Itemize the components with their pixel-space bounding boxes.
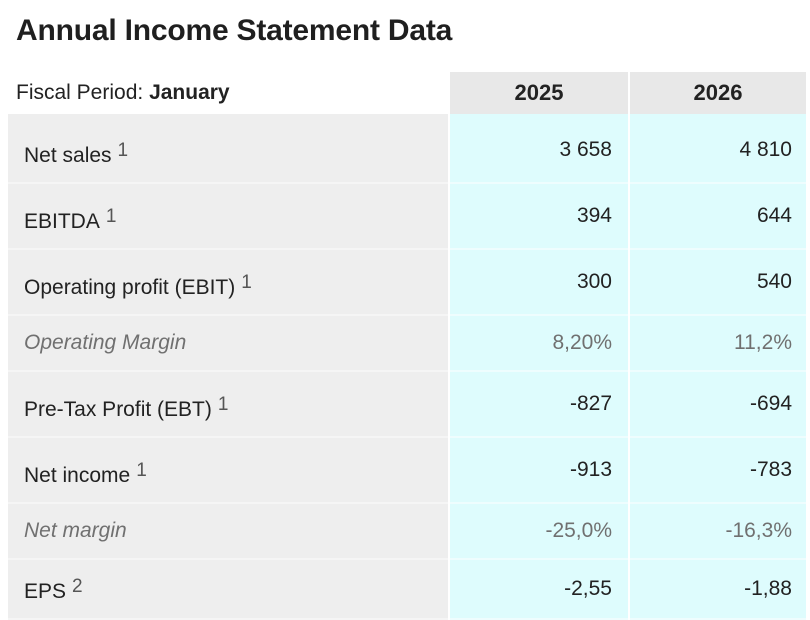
table-row: Net sales 1 3 658 4 810: [0, 118, 810, 184]
row-label-text: Net margin: [24, 519, 127, 542]
row-label: EPS 2: [8, 560, 448, 620]
row-label-text: Net sales: [24, 144, 112, 167]
fiscal-period-label: Fiscal Period:: [16, 81, 144, 104]
table-row: Pre-Tax Profit (EBT) 1 -827 -694: [0, 372, 810, 438]
row-label: Net sales 1: [8, 118, 448, 184]
fiscal-period-cell: Fiscal Period: January: [0, 81, 448, 105]
table-row: Operating profit (EBIT) 1 300 540: [0, 250, 810, 316]
value-cell-2025: -25,0%: [450, 504, 628, 560]
table-row: Operating Margin 8,20% 11,2%: [0, 316, 810, 372]
table-row: EPS 2 -2,55 -1,88: [0, 560, 810, 620]
row-label-text: Net income: [24, 464, 131, 487]
footnote-marker: 2: [72, 576, 83, 597]
row-label-text: Operating profit (EBIT): [24, 276, 236, 299]
footnote-marker: 1: [117, 140, 129, 161]
table-top-padding: [0, 114, 810, 118]
value-cell-2026: 4 810: [630, 118, 806, 184]
value-cell-2025: -2,55: [450, 560, 628, 620]
row-label-text: Pre-Tax Profit (EBT): [24, 398, 212, 421]
year-header-2026: 2026: [630, 72, 806, 114]
footnote-marker: 1: [241, 272, 252, 293]
row-label: Net margin: [8, 504, 448, 560]
row-label: Operating Margin: [8, 316, 448, 372]
row-label-text: Operating Margin: [24, 331, 187, 354]
table-row: Net margin -25,0% -16,3%: [0, 504, 810, 560]
value-cell-2025: 300: [450, 250, 628, 316]
row-label-text: EPS: [24, 580, 67, 603]
value-cell-2025: -827: [450, 372, 628, 438]
value-cell-2026: -694: [630, 372, 806, 438]
value-cell-2025: 394: [450, 184, 628, 250]
row-label: EBITDA 1: [8, 184, 448, 250]
page-title: Annual Income Statement Data: [16, 14, 453, 47]
row-label: Net income 1: [8, 438, 448, 504]
value-cell-2026: -783: [630, 438, 806, 504]
footnote-marker: 1: [105, 206, 117, 227]
table-body: Net sales 1 3 658 4 810 EBITDA 1 394 644 Operati…: [0, 118, 810, 620]
value-cell-2025: 3 658: [450, 118, 628, 184]
year-header-2025: 2025: [450, 72, 628, 114]
value-cell-2025: 8,20%: [450, 316, 628, 372]
footnote-marker: 1: [217, 394, 229, 415]
value-cell-2026: 11,2%: [630, 316, 806, 372]
value-cell-2026: 644: [630, 184, 806, 250]
table-row: EBITDA 1 394 644: [0, 184, 810, 250]
row-label: Pre-Tax Profit (EBT) 1: [8, 372, 448, 438]
row-label: Operating profit (EBIT) 1: [8, 250, 448, 316]
value-cell-2026: -16,3%: [630, 504, 806, 560]
footnote-marker: 1: [136, 460, 147, 481]
table-header: Fiscal Period: January 2025 2026: [0, 72, 810, 114]
value-cell-2026: 540: [630, 250, 806, 316]
value-cell-2025: -913: [450, 438, 628, 504]
value-cell-2026: -1,88: [630, 560, 806, 620]
row-label-text: EBITDA: [24, 210, 100, 233]
income-statement-table: Fiscal Period: January 2025 2026 Net sal…: [0, 72, 810, 620]
table-row: Net income 1 -913 -783: [0, 438, 810, 504]
fiscal-period-value: January: [149, 81, 230, 104]
